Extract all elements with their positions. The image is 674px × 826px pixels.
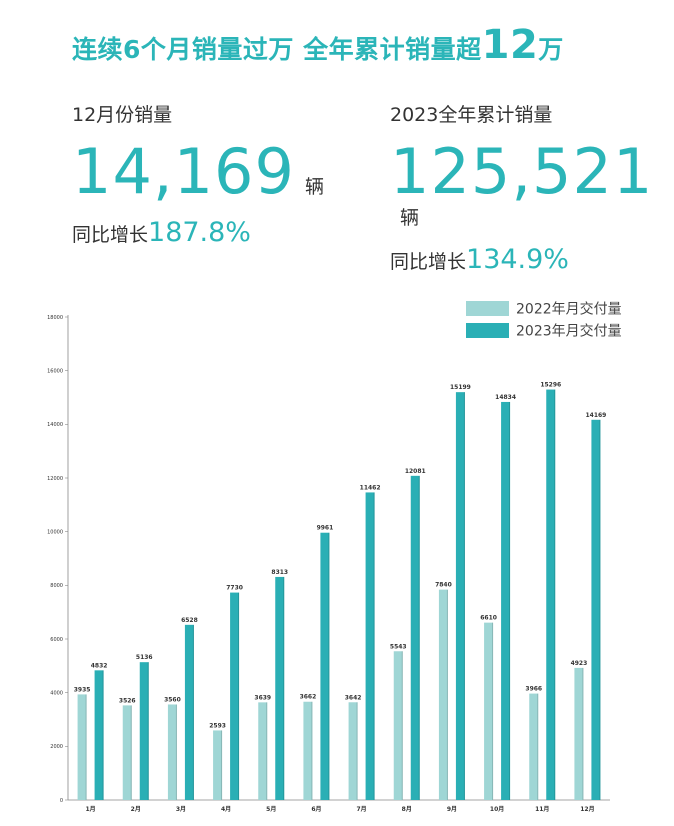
x-tick-label: 7月	[356, 805, 366, 813]
legend-swatch	[466, 323, 509, 338]
data-label: 14834	[495, 394, 516, 401]
bar-2023	[94, 670, 104, 800]
data-label: 3526	[119, 697, 136, 704]
bar-2022	[574, 667, 584, 800]
data-label: 2593	[209, 722, 226, 729]
stat-unit: 辆	[304, 176, 324, 198]
x-tick-label: 4月	[221, 805, 231, 813]
x-tick-label: 2月	[131, 805, 141, 813]
bar-2023	[365, 492, 375, 800]
growth-label: 同比增长	[390, 251, 467, 273]
bar-2022	[529, 693, 539, 800]
y-tick-label: 4000	[50, 690, 63, 696]
bar-2022	[77, 694, 87, 800]
stat-value: 125,521	[390, 135, 654, 208]
bar-2023	[230, 592, 240, 800]
x-tick-label: 9月	[447, 805, 457, 813]
data-label: 3662	[300, 694, 317, 701]
growth-label: 同比增长	[72, 224, 149, 246]
bar-2023	[320, 532, 330, 800]
data-label: 4832	[91, 662, 108, 669]
y-tick-label: 14000	[47, 422, 63, 428]
bar-2022	[122, 705, 132, 800]
x-tick-label: 11月	[535, 805, 549, 813]
x-tick-label: 5月	[266, 805, 276, 813]
stat-label: 2023全年累计销量	[390, 104, 553, 126]
y-tick-label: 6000	[50, 637, 63, 643]
data-label: 3935	[74, 686, 91, 693]
growth-value: 134.9%	[466, 244, 569, 275]
annual-sales-stat: 2023全年累计销量 125,521辆 同比增长134.9%	[390, 100, 674, 275]
y-tick-label: 2000	[50, 744, 63, 750]
data-label: 5543	[390, 643, 407, 650]
data-label: 15199	[450, 384, 471, 391]
legend-label: 2023年月交付量	[516, 323, 622, 340]
x-tick-label: 1月	[85, 805, 95, 813]
bar-2023	[139, 662, 149, 800]
data-label: 9961	[317, 525, 334, 532]
data-label: 3560	[164, 696, 181, 703]
bar-2022	[167, 704, 177, 800]
y-tick-label: 12000	[47, 476, 63, 482]
data-label: 7730	[226, 585, 243, 592]
x-tick-label: 8月	[402, 805, 412, 813]
x-tick-label: 3月	[176, 805, 186, 813]
bar-2023	[184, 624, 194, 800]
data-label: 5136	[136, 654, 153, 661]
x-tick-label: 10月	[490, 805, 504, 813]
stat-value: 14,169	[72, 135, 295, 208]
data-label: 6610	[480, 615, 497, 622]
headline-text: 连续6个月销量过万 全年累计销量超	[72, 35, 482, 64]
data-label: 14169	[585, 412, 606, 419]
x-tick-label: 12月	[580, 805, 594, 813]
bar-2022	[213, 730, 223, 800]
data-label: 11462	[360, 484, 381, 491]
y-tick-label: 8000	[50, 583, 63, 589]
bar-2023	[501, 401, 511, 800]
stat-label: 12月份销量	[72, 104, 173, 126]
bar-2022	[438, 589, 448, 800]
y-tick-label: 10000	[47, 529, 63, 535]
bar-2022	[258, 702, 268, 800]
y-tick-label: 0	[60, 798, 63, 804]
stat-unit: 辆	[400, 207, 420, 229]
bar-2023	[455, 392, 465, 800]
x-tick-label: 6月	[311, 805, 321, 813]
y-tick-label: 18000	[47, 315, 63, 321]
december-sales-stat: 12月份销量 14,169 辆 同比增长187.8%	[72, 100, 324, 248]
data-label: 3966	[525, 686, 542, 693]
bar-2022	[484, 622, 494, 800]
monthly-deliveries-bar-chart: 0 2000 4000 6000 8000 10000 12000 14000 16000 180…	[47, 301, 622, 814]
bar-2022	[303, 701, 313, 800]
growth-value: 187.8%	[148, 217, 251, 248]
data-label: 4923	[571, 660, 588, 667]
bar-2022	[393, 651, 403, 800]
bar-2023	[410, 475, 420, 800]
legend-swatch	[466, 301, 509, 316]
data-label: 3642	[345, 694, 362, 701]
headline: 连续6个月销量过万 全年累计销量超12万	[72, 22, 564, 68]
legend-label: 2022年月交付量	[516, 301, 622, 318]
data-label: 3639	[254, 694, 271, 701]
data-label: 12081	[405, 468, 426, 475]
bar-2023	[591, 419, 601, 800]
y-tick-label: 16000	[47, 368, 63, 374]
bar-2023	[275, 576, 285, 800]
data-label: 6528	[181, 617, 198, 624]
bar-2022	[348, 702, 358, 800]
headline-highlight-number: 12	[481, 22, 539, 68]
headline-suffix: 万	[538, 35, 564, 64]
data-label: 7840	[435, 582, 452, 589]
data-label: 15296	[540, 382, 561, 389]
bar-2023	[546, 389, 556, 800]
data-label: 8313	[271, 569, 288, 576]
